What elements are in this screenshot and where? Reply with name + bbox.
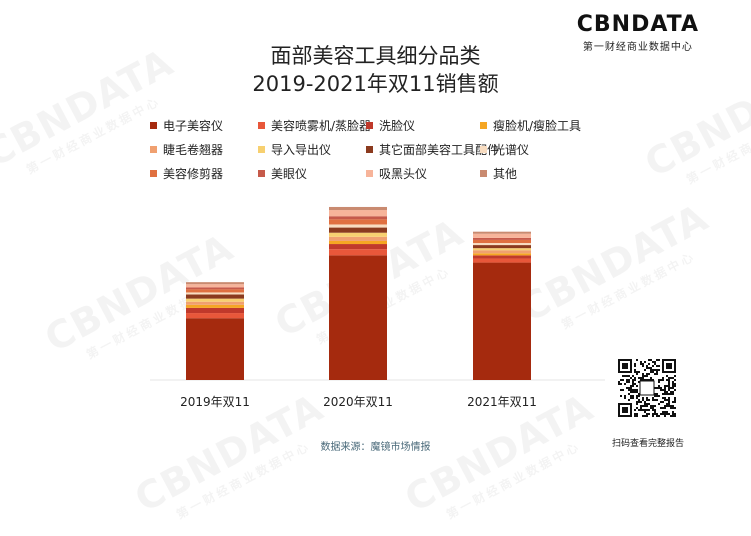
bar-segment: [329, 232, 387, 237]
bar-segment: [329, 227, 387, 233]
bar-segment: [186, 284, 244, 288]
bar-segment: [329, 210, 387, 217]
legend-item: 光谱仪: [480, 141, 610, 158]
legend-item: 其它面部美容工具配件: [366, 141, 499, 158]
legend-swatch: [366, 170, 373, 177]
bar-segment: [473, 239, 531, 244]
bar-segment: [473, 233, 531, 238]
stacked-bar-chart: 2019年双11 2020年双11 2021年双11: [150, 206, 605, 409]
bar-segment: [186, 294, 244, 299]
bar-segment: [329, 249, 387, 256]
bar-segment: [473, 245, 531, 249]
legend-label: 美容喷雾机/蒸脸器: [271, 119, 372, 133]
bar-segment: [186, 282, 244, 285]
legend-label: 光谱仪: [493, 143, 530, 157]
legend-item: 其他: [480, 165, 610, 182]
legend-swatch: [150, 170, 157, 177]
bar-segment: [186, 313, 244, 319]
legend-label: 睫毛卷翘器: [163, 143, 224, 157]
legend-label: 吸黑头仪: [379, 167, 428, 181]
chart-title-line1: 面部美容工具细分品类: [270, 44, 481, 68]
brand-subtitle: 第一财经商业数据中心: [582, 42, 693, 53]
legend-swatch: [150, 122, 157, 129]
legend-swatch: [258, 170, 265, 177]
legend-swatch: [258, 122, 265, 129]
bar-segment: [329, 255, 387, 380]
x-tick-label: 2021年双11: [467, 395, 537, 409]
legend-label: 电子美容仪: [163, 119, 224, 133]
bar-segment: [329, 224, 387, 228]
chart-legend: 电子美容仪 美容喷雾机/蒸脸器 洗脸仪 瘦脸机/瘦脸工具睫毛卷翘器 导入导出仪 其它面部美…: [150, 117, 610, 182]
legend-label: 美容修剪器: [163, 167, 224, 181]
bar-segment: [329, 206, 387, 211]
bar-segment: [186, 318, 244, 380]
bar-segment: [186, 289, 244, 293]
bar-segment: [473, 255, 531, 259]
bar-segment: [473, 253, 531, 256]
bar-segment: [473, 231, 531, 234]
bar-segment: [329, 216, 387, 220]
legend-label: 瘦脸机/瘦脸工具: [493, 119, 582, 133]
legend-item: 瘦脸机/瘦脸工具: [480, 117, 610, 134]
legend-swatch: [480, 122, 487, 129]
legend-swatch: [150, 146, 157, 153]
chart-title-line2: 2019-2021年双11销售额: [252, 72, 499, 96]
legend-swatch: [480, 170, 487, 177]
bar-segment: [186, 304, 244, 308]
bar-segment: [473, 250, 531, 254]
bar-segment: [186, 307, 244, 314]
legend-item: 美容喷雾机/蒸脸器: [258, 117, 371, 134]
legend-label: 导入导出仪: [271, 143, 332, 157]
bar-segment: [186, 298, 244, 302]
legend-swatch: [366, 146, 373, 153]
bar-segment: [186, 292, 244, 295]
qr-code-icon[interactable]: [618, 359, 676, 417]
x-tick-label: 2020年双11: [323, 395, 393, 409]
legend-swatch: [258, 146, 265, 153]
legend-item: 美容修剪器: [150, 165, 254, 182]
bar-segment: [473, 243, 531, 246]
bar-segment: [329, 244, 387, 250]
legend-swatch: [366, 122, 373, 129]
bar-segment: [473, 237, 531, 240]
brand-logo: CBNDATA: [576, 12, 699, 37]
bar-segment: [186, 301, 244, 305]
legend-item: 导入导出仪: [258, 141, 362, 158]
legend-label: 其它面部美容工具配件: [379, 143, 500, 157]
x-tick-label: 2019年双11: [180, 395, 250, 409]
bar-segment: [473, 258, 531, 263]
legend-swatch: [480, 146, 487, 153]
bar-segment: [329, 236, 387, 241]
qr-caption: 扫码查看完整报告: [611, 439, 684, 449]
data-source: 数据来源：魔镜市场情报: [320, 442, 431, 453]
legend-label: 洗脸仪: [379, 119, 416, 133]
bar-segment: [473, 248, 531, 251]
legend-item: 美眼仪: [258, 165, 362, 182]
legend-label: 其他: [493, 167, 518, 181]
bar-segment: [329, 219, 387, 225]
bar-segment: [329, 240, 387, 245]
legend-item: 睫毛卷翘器: [150, 141, 254, 158]
legend-item: 电子美容仪: [150, 117, 254, 134]
brand-logo-block: CBNDATA 第一财经商业数据中心: [577, 12, 699, 53]
bar-segment: [186, 287, 244, 290]
legend-item: 洗脸仪: [366, 117, 476, 134]
legend-label: 美眼仪: [271, 167, 308, 181]
bar-segment: [473, 262, 531, 380]
legend-item: 吸黑头仪: [366, 165, 476, 182]
